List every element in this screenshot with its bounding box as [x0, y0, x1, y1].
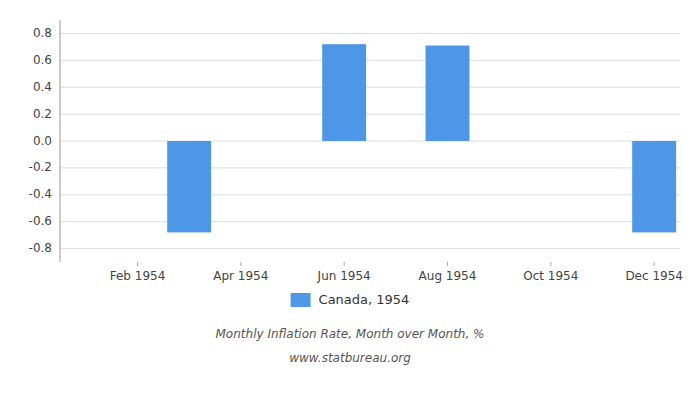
- y-tick-label: -0.4: [29, 187, 52, 201]
- y-axis-line: [60, 20, 61, 262]
- x-tick-label: Apr 1954: [213, 269, 268, 283]
- bar: [477, 141, 521, 142]
- y-tick-label: 0.4: [33, 80, 52, 94]
- grid-line: [60, 221, 680, 222]
- x-tick-label: Jun 1954: [317, 269, 371, 283]
- grid-line: [60, 87, 680, 88]
- x-tick: [344, 262, 345, 266]
- bar: [632, 141, 676, 232]
- grid-line: [60, 167, 680, 168]
- grid: [60, 33, 680, 248]
- x-tick: [137, 262, 138, 266]
- bar: [581, 141, 625, 142]
- grid-line: [60, 194, 680, 195]
- x-tick: [240, 262, 241, 266]
- subtitle: Monthly Inflation Rate, Month over Month…: [216, 327, 485, 341]
- x-tick-label: Feb 1954: [110, 269, 166, 283]
- x-tick-label: Dec 1954: [625, 269, 683, 283]
- legend-swatch: [291, 293, 311, 307]
- x-tick: [550, 262, 551, 266]
- bar: [322, 44, 366, 141]
- grid-line: [60, 141, 680, 142]
- y-tick-label: 0.6: [33, 53, 52, 67]
- bar: [426, 46, 470, 141]
- bars: [167, 44, 676, 232]
- legend-label: Canada, 1954: [319, 292, 410, 307]
- y-tick-label: 0.8: [33, 26, 52, 40]
- legend: Canada, 1954: [291, 292, 410, 308]
- bar: [219, 141, 263, 142]
- bar: [167, 141, 211, 232]
- y-tick-label: -0.6: [29, 214, 52, 228]
- y-tick-label: -0.2: [29, 160, 52, 174]
- bar: [374, 141, 418, 142]
- y-tick-label: 0.2: [33, 107, 52, 121]
- grid-line: [60, 248, 680, 249]
- x-tick: [654, 262, 655, 266]
- grid-line: [60, 33, 680, 34]
- bar: [529, 141, 573, 142]
- x-tick-label: Oct 1954: [523, 269, 578, 283]
- bar: [271, 141, 315, 142]
- y-tick-label: 0.0: [33, 134, 52, 148]
- bar: [64, 141, 108, 142]
- grid-line: [60, 114, 680, 115]
- grid-line: [60, 60, 680, 61]
- bar: [116, 141, 160, 142]
- y-tick-label: -0.8: [29, 241, 52, 255]
- x-tick-label: Aug 1954: [419, 269, 477, 283]
- annotation: www.statbureau.org: [289, 351, 411, 365]
- x-tick: [447, 262, 448, 266]
- chart: -0.8 -0.6 -0.4 -0.2 0.0 0.2 0.4 0.6 0.8 Feb 1954 A…: [0, 0, 700, 400]
